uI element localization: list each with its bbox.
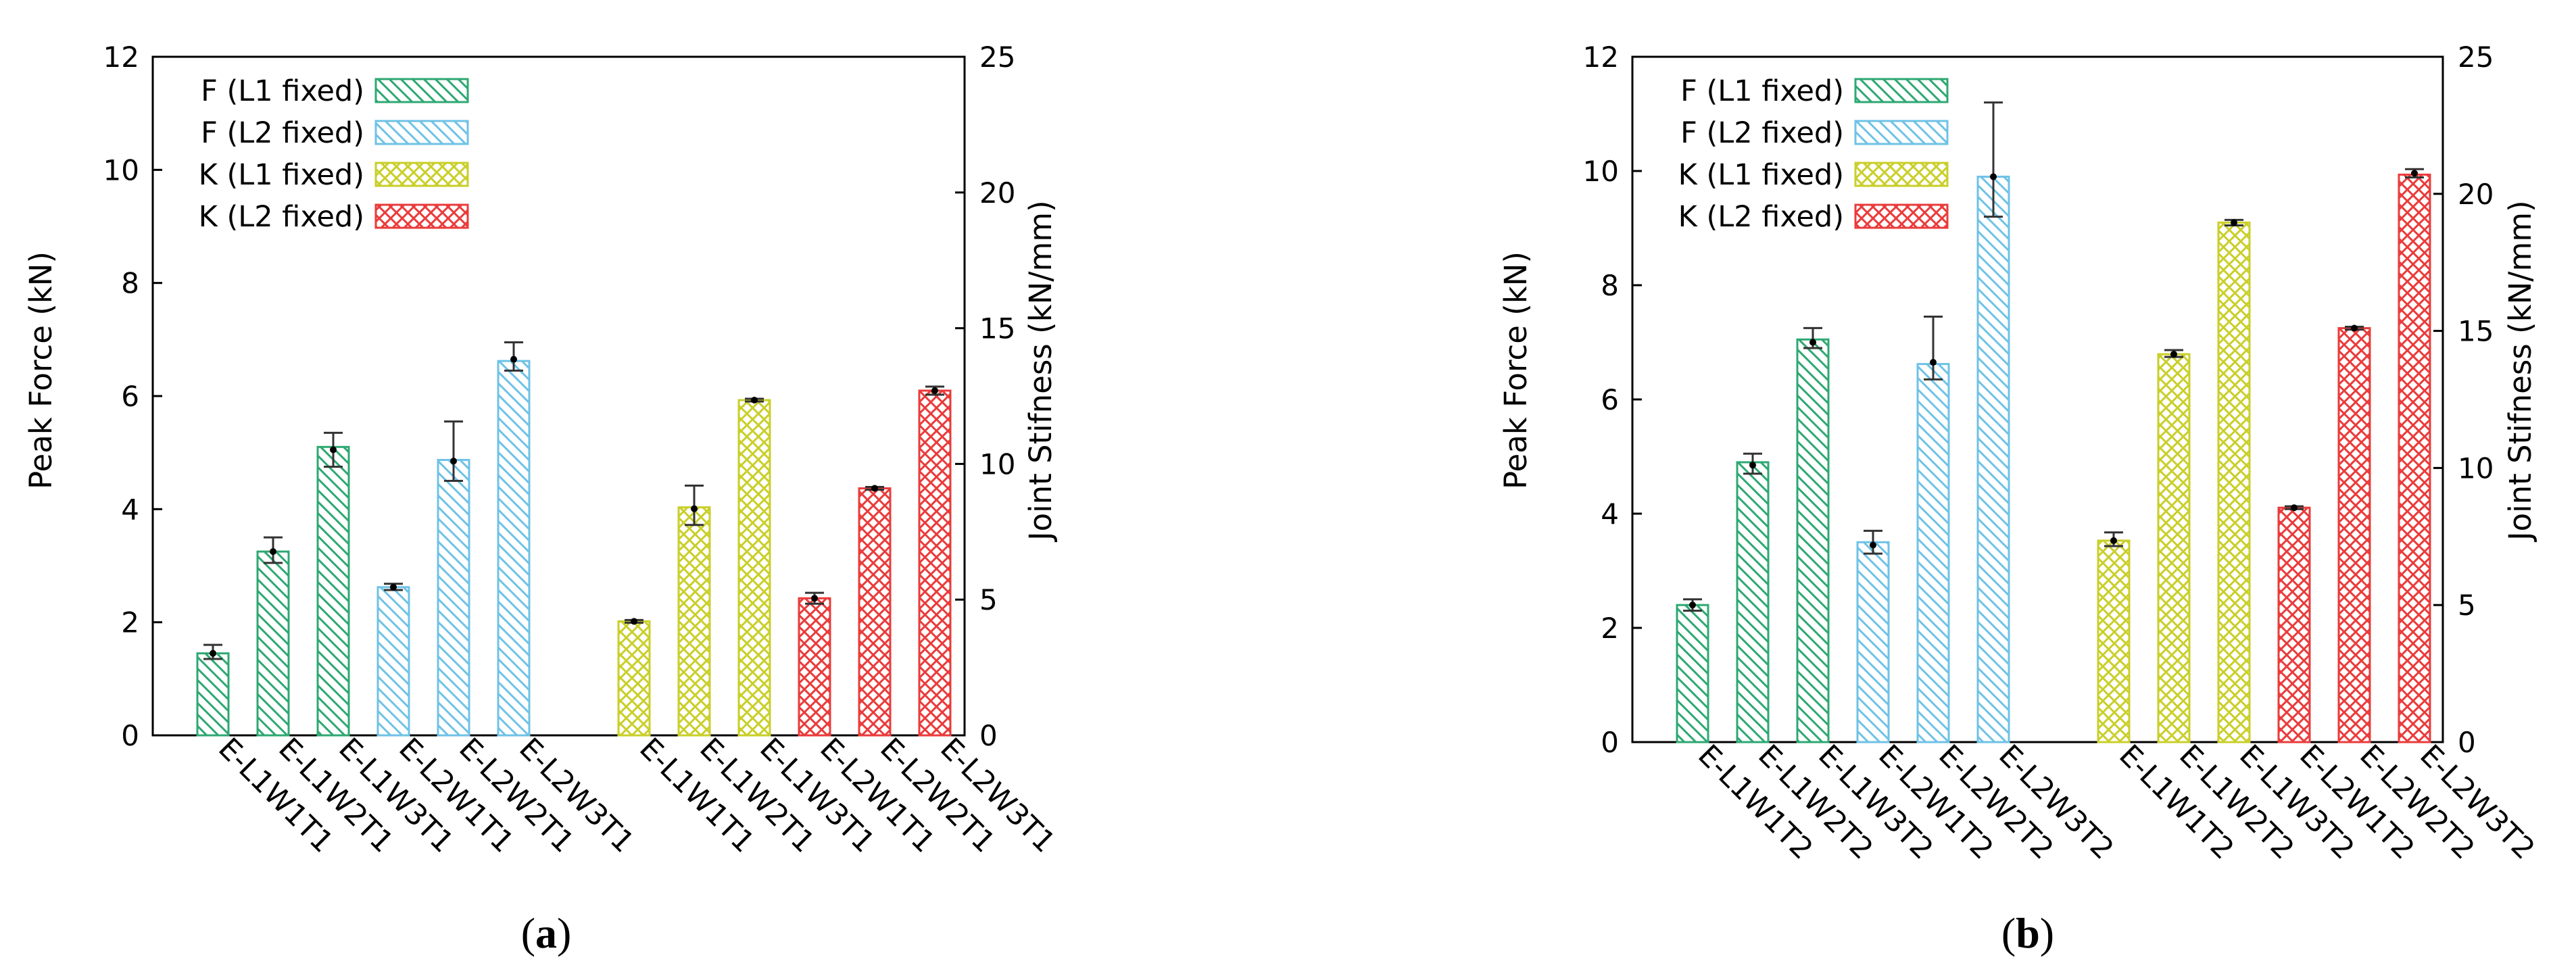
panel-label: (a): [521, 909, 572, 957]
legend-swatch: [374, 78, 469, 103]
bar-E-L2W2T2: [2337, 327, 2371, 743]
bar-E-L2W2T1: [437, 459, 470, 737]
mean-marker: [691, 505, 698, 512]
bar-E-L1W1T2: [2097, 539, 2131, 743]
bar-E-L2W1T1: [798, 597, 831, 737]
mean-marker: [2411, 170, 2418, 177]
y2-tick-label: 5: [979, 583, 998, 616]
mean-marker: [450, 458, 457, 465]
mean-marker: [2351, 324, 2358, 332]
mean-marker: [1990, 173, 1997, 180]
legend-swatch: [1854, 203, 1949, 229]
bar-E-L2W2T2: [1916, 363, 1950, 743]
y-tick-label: 2: [121, 606, 139, 639]
mean-marker: [1689, 602, 1696, 609]
legend-swatch: [1854, 162, 1949, 187]
bar-E-L1W1T1: [617, 620, 651, 737]
bar-E-L2W3T1: [918, 389, 952, 737]
bar-E-L1W2T2: [1736, 461, 1770, 743]
y2-axis-title: Joint Stifness (kN/mm): [1023, 200, 1059, 542]
y-tick-label: 8: [121, 267, 139, 300]
legend-label: K (L2 fixed): [199, 200, 364, 234]
mean-marker: [631, 618, 637, 625]
panel-label: (b): [2001, 909, 2054, 957]
y-tick-label: 12: [1583, 41, 1619, 74]
mean-marker: [270, 548, 276, 556]
bar-E-L2W1T2: [1856, 541, 1890, 743]
y-tick-label: 0: [1601, 726, 1619, 759]
legend-label: K (L2 fixed): [1678, 200, 1844, 234]
y2-tick-label: 25: [2458, 41, 2494, 74]
mean-marker: [1870, 541, 1876, 549]
mean-marker: [2231, 219, 2237, 226]
y-tick-label: 0: [121, 719, 139, 752]
mean-marker: [751, 397, 758, 404]
legend-label: K (L1 fixed): [1678, 158, 1844, 192]
y-tick-label: 10: [1583, 155, 1619, 188]
mean-marker: [1930, 359, 1937, 366]
y2-tick-label: 20: [979, 176, 1015, 210]
mean-marker: [2170, 351, 2177, 358]
legend-label: F (L2 fixed): [1680, 116, 1844, 150]
bar-E-L1W3T1: [316, 445, 350, 737]
bar-E-L1W1T1: [196, 652, 230, 737]
y-tick-label: 4: [1601, 497, 1619, 531]
y2-tick-label: 5: [2458, 589, 2476, 622]
y2-tick-label: 20: [2458, 178, 2494, 211]
legend-swatch: [374, 120, 469, 145]
y-tick-label: 6: [121, 380, 139, 413]
legend-swatch: [1854, 120, 1949, 145]
mean-marker: [510, 356, 517, 363]
bar-E-L1W2T1: [677, 506, 711, 737]
y-tick-label: 6: [1601, 383, 1619, 416]
bar-E-L2W3T2: [2398, 173, 2431, 743]
legend-label: F (L1 fixed): [201, 74, 364, 108]
chart-panel-a: Peak Force (kN) Joint Stifness (kN/mm) (…: [23, 41, 1061, 957]
bar-E-L2W1T1: [376, 586, 410, 737]
legend-label: K (L1 fixed): [199, 158, 364, 192]
mean-marker: [1809, 339, 1816, 346]
bar-E-L1W3T1: [737, 399, 771, 737]
bar-E-L1W3T2: [2217, 221, 2251, 743]
mean-marker: [2110, 537, 2117, 544]
legend-label: F (L2 fixed): [201, 116, 364, 150]
legend-swatch: [374, 162, 469, 187]
y-tick-label: 4: [121, 493, 139, 526]
mean-marker: [811, 595, 818, 602]
y2-tick-label: 10: [979, 447, 1015, 481]
mean-marker: [330, 446, 337, 454]
y-tick-label: 12: [103, 41, 139, 74]
y-tick-label: 10: [103, 153, 139, 187]
legend-swatch: [1854, 78, 1949, 103]
bar-E-L1W2T2: [2157, 353, 2191, 743]
bar-E-L2W3T1: [497, 360, 531, 737]
bar-E-L2W3T2: [1976, 175, 2010, 743]
mean-marker: [1749, 462, 1756, 469]
chart-panel-b: Peak Force (kN) Joint Stifness (kN/mm) (…: [1498, 41, 2541, 957]
mean-marker: [210, 650, 216, 657]
y-tick-label: 8: [1601, 269, 1619, 302]
legend-label: F (L1 fixed): [1680, 74, 1844, 108]
bar-E-L1W3T2: [1796, 338, 1830, 743]
y2-tick-label: 0: [979, 719, 998, 752]
y2-tick-label: 15: [2458, 315, 2494, 348]
mean-marker: [390, 583, 397, 591]
y2-axis-title: Joint Stifness (kN/mm): [2502, 200, 2538, 542]
y-axis-title: Peak Force (kN): [1498, 251, 1534, 489]
y2-tick-label: 10: [2458, 451, 2494, 485]
mean-marker: [871, 485, 878, 492]
mean-marker: [2291, 504, 2298, 512]
y2-tick-label: 0: [2458, 726, 2476, 759]
legend-swatch: [374, 203, 469, 229]
y-axis-title: Peak Force (kN): [23, 251, 59, 489]
y2-tick-label: 25: [979, 41, 1015, 74]
mean-marker: [931, 387, 938, 394]
y-tick-label: 2: [1601, 612, 1619, 645]
bar-E-L1W1T2: [1676, 604, 1709, 743]
bar-E-L1W2T1: [256, 550, 290, 737]
y2-tick-label: 15: [979, 312, 1015, 345]
bar-E-L2W1T2: [2277, 506, 2311, 743]
bar-E-L2W2T1: [858, 487, 892, 737]
